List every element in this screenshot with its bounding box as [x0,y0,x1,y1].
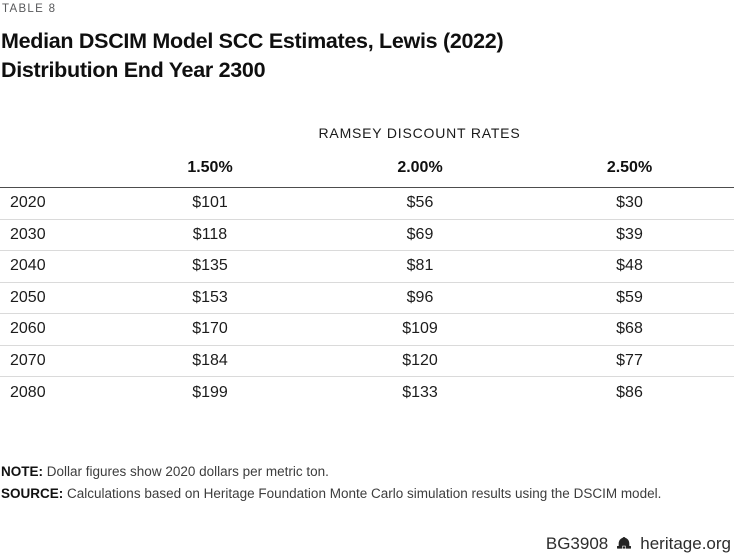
value-cell: $77 [525,345,734,377]
table-row: 2050 $153 $96 $59 [0,282,734,314]
site-url: heritage.org [640,534,731,553]
scc-estimates-table: 2020 $101 $56 $30 2030 $118 $69 $39 2040… [0,187,734,408]
value-cell: $135 [105,250,315,283]
document-id: BG3908 [545,534,609,553]
value-cell: $96 [315,282,525,314]
year-cell: 2060 [0,313,105,346]
table-number-label: TABLE 8 [2,3,57,15]
figure-title: Median DSCIM Model SCC Estimates, Lewis … [1,27,701,85]
table-row: 2040 $135 $81 $48 [0,250,734,283]
value-cell: $56 [315,187,525,220]
source-line: SOURCE: Calculations based on Heritage F… [1,483,733,505]
footnotes: NOTE: Dollar figures show 2020 dollars p… [1,461,733,504]
note-text: Dollar figures show 2020 dollars per met… [46,464,329,479]
value-cell: $81 [315,250,525,283]
value-cell: $68 [525,313,734,346]
value-cell: $30 [525,187,734,220]
value-cell: $133 [402,383,438,401]
value-cell: $120 [315,345,525,377]
table-row: 2080 $199 $133 $86 [0,377,734,409]
figure-footer: BG3908 heritage.org [546,534,731,554]
source-label: SOURCE: [1,485,64,501]
liberty-bell-icon [615,535,633,553]
value-cell: $86 [616,383,643,401]
column-group-header: RAMSEY DISCOUNT RATES [318,125,521,141]
value-cell: $153 [105,282,315,314]
value-cell: $199 [192,383,228,401]
year-cell: 2070 [0,345,105,377]
figure-title-line1: Median DSCIM Model SCC Estimates, Lewis … [1,29,504,53]
source-text: Calculations based on Heritage Foundatio… [67,485,662,501]
table-row: 2030 $118 $69 $39 [0,219,734,251]
year-cell: 2050 [0,282,105,314]
value-cell: $118 [105,219,315,251]
table-row: 2020 $101 $56 $30 [0,187,734,220]
value-cell: $101 [105,187,315,220]
year-cell: 2030 [0,219,105,251]
note-line: NOTE: Dollar figures show 2020 dollars p… [1,461,733,483]
figure-title-line2: Distribution End Year 2300 [1,58,266,82]
value-cell: $69 [315,219,525,251]
value-cell: $184 [105,345,315,377]
year-cell: 2040 [0,250,105,283]
table-row: 2060 $170 $109 $68 [0,313,734,346]
table-row: 2070 $184 $120 $77 [0,345,734,377]
year-cell: 2020 [0,187,105,220]
note-label: NOTE: [1,464,43,479]
value-cell: $170 [105,313,315,346]
column-headers-row: 1.50% 2.00% 2.50% [105,159,734,177]
column-header-rate-2: 2.00% [397,159,443,176]
value-cell: $39 [525,219,734,251]
value-cell: $48 [525,250,734,283]
column-header-rate-3: 2.50% [606,159,653,176]
year-cell: 2080 [10,383,46,401]
column-header-rate-1: 1.50% [187,159,233,176]
value-cell: $109 [315,313,525,346]
value-cell: $59 [525,282,734,314]
